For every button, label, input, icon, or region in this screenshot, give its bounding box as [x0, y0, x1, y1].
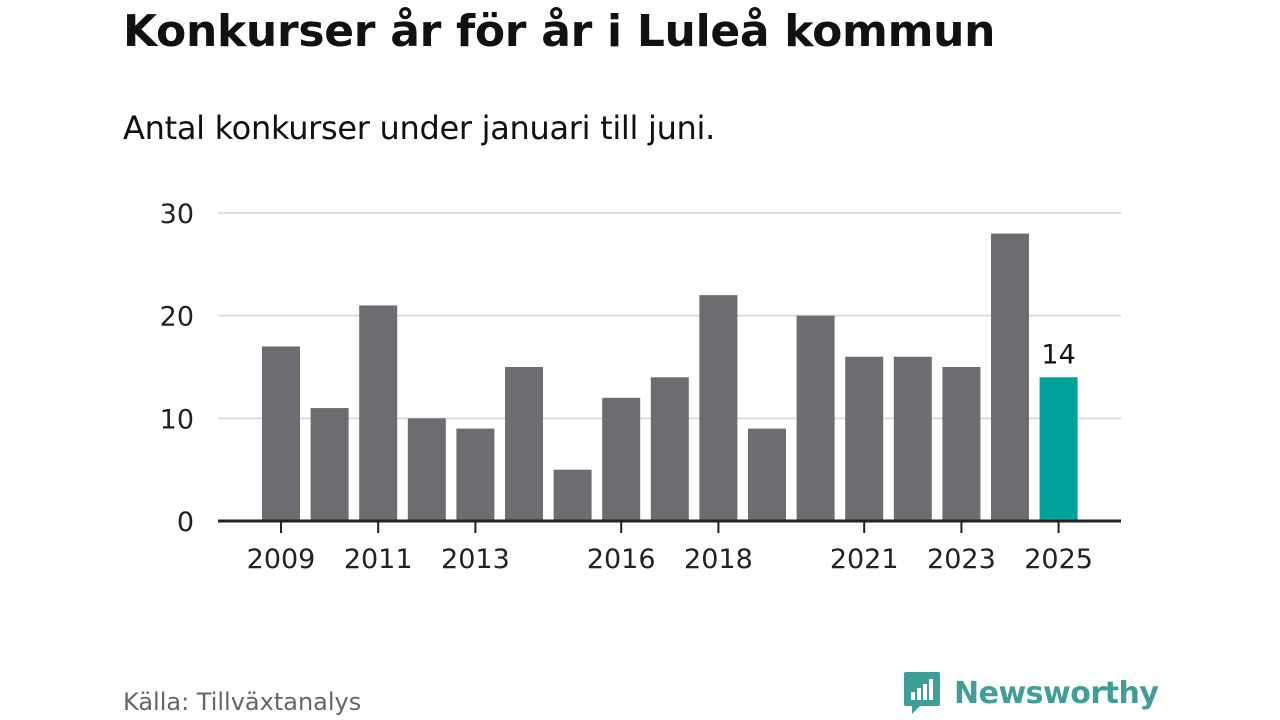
y-tick-label: 0	[177, 507, 194, 538]
bar-2024	[991, 233, 1029, 522]
bar-2013	[456, 428, 495, 521]
x-tick-label: 2013	[441, 544, 510, 575]
x-tick-label: 2016	[587, 544, 656, 575]
y-tick-label: 20	[160, 302, 194, 333]
bar-2018	[699, 295, 738, 521]
bar-2022	[893, 356, 932, 521]
bar-2017	[650, 377, 689, 521]
axes	[218, 519, 1121, 533]
bar-chart: 0 10 20 30 2009 2011 2013 2016 2018 2021 2023 2025 1…	[160, 199, 1121, 575]
bar-2012	[407, 418, 446, 521]
speech-bubble-bar-chart-icon	[904, 672, 940, 714]
brand-name: Newsworthy	[954, 675, 1159, 711]
bar-2023	[942, 367, 981, 521]
bar-2020	[796, 315, 835, 521]
bar-2011	[359, 305, 398, 521]
y-tick-label: 30	[160, 199, 194, 230]
x-tick-label: 2025	[1024, 544, 1093, 575]
x-tick-label: 2009	[247, 544, 316, 575]
bar-2025	[1039, 377, 1078, 521]
bar-2010	[310, 408, 349, 521]
bar-2016	[602, 397, 641, 521]
data-label-2025: 14	[1041, 339, 1075, 370]
bar-2021	[845, 356, 884, 521]
source-note: Källa: Tillväxtanalys	[123, 688, 362, 716]
chart-subtitle: Antal konkurser under januari till juni.	[123, 109, 716, 147]
x-tick-label: 2023	[927, 544, 996, 575]
newsworthy-logo: Newsworthy	[902, 670, 1159, 716]
bar-2019	[748, 428, 786, 521]
chart-title: Konkurser år för år i Luleå kommun	[123, 6, 996, 57]
x-tick-label: 2018	[684, 544, 753, 575]
bars	[262, 233, 1078, 522]
labels: 0 10 20 30 2009 2011 2013 2016 2018 2021 2023 2025 1…	[160, 199, 1093, 575]
x-tick-label: 2021	[830, 544, 899, 575]
y-tick-label: 10	[160, 404, 194, 435]
bar-2015	[553, 469, 592, 521]
bar-2014	[505, 367, 543, 521]
bar-2009	[262, 346, 300, 521]
x-tick-label: 2011	[344, 544, 413, 575]
